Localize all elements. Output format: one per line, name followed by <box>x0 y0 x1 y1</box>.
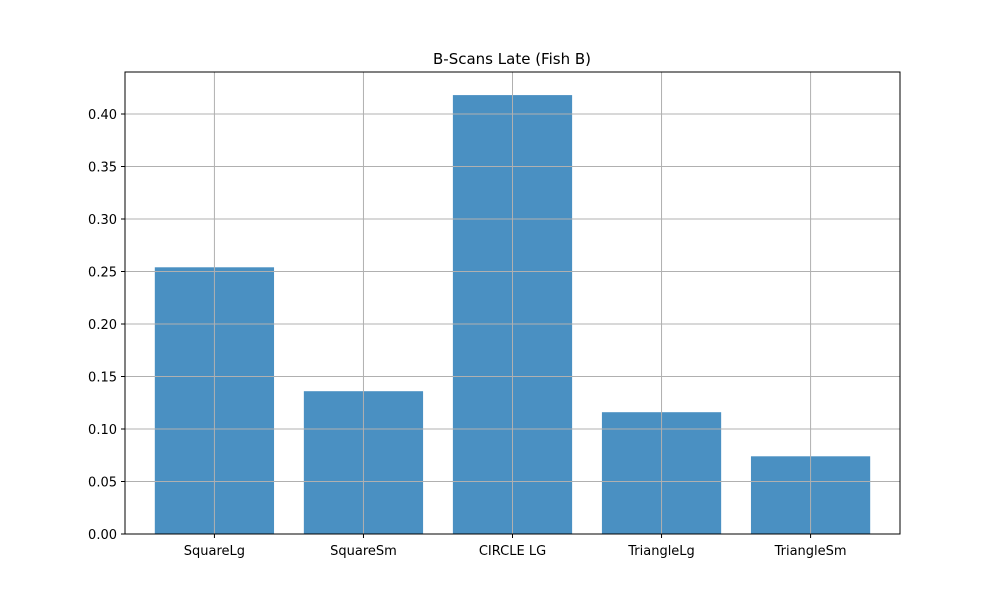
y-tick-label: 0.05 <box>88 476 117 491</box>
chart-title: B-Scans Late (Fish B) <box>433 50 591 68</box>
x-tick-label: TriangleSm <box>774 544 847 559</box>
y-tick-label: 0.30 <box>88 213 117 228</box>
x-tick-label: CIRCLE LG <box>479 544 546 559</box>
x-tick-label: TriangleLg <box>627 544 695 559</box>
y-tick-label: 0.00 <box>88 528 117 543</box>
x-tick-label: SquareLg <box>184 544 245 559</box>
y-tick-label: 0.35 <box>88 161 117 176</box>
y-axis-ticks: 0.00 0.05 0.10 0.15 0.20 0.25 0.30 0.35 0.40 <box>88 108 125 543</box>
y-tick-label: 0.10 <box>88 423 117 438</box>
x-axis-ticks: SquareLg SquareSm CIRCLE LG TriangleLg Trian… <box>184 534 847 559</box>
y-tick-label: 0.25 <box>88 266 117 281</box>
y-tick-label: 0.20 <box>88 318 117 333</box>
y-tick-label: 0.40 <box>88 108 117 123</box>
y-tick-label: 0.15 <box>88 371 117 386</box>
x-tick-label: SquareSm <box>330 544 397 559</box>
